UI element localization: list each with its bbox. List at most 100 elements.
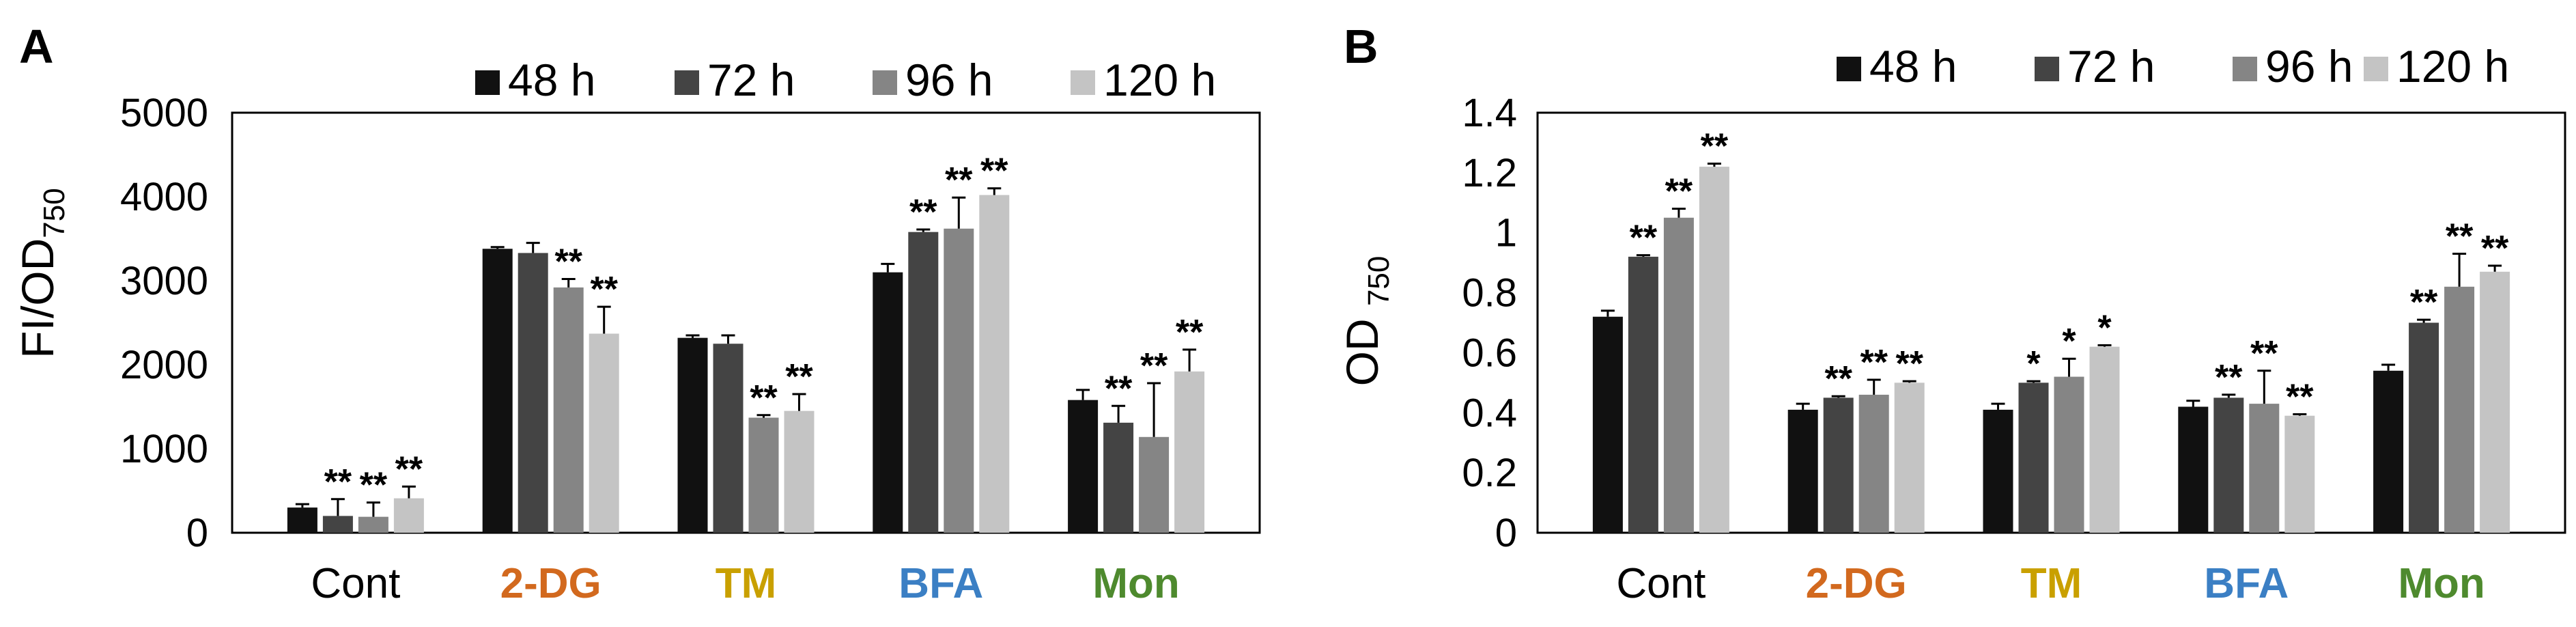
y-tick-label: 1 bbox=[1495, 211, 1517, 255]
bar bbox=[1894, 382, 1925, 533]
bar bbox=[2249, 404, 2280, 533]
bar bbox=[2373, 370, 2404, 533]
significance-marker: ** bbox=[395, 449, 423, 489]
bar bbox=[322, 516, 353, 533]
x-tick-label: BFA bbox=[898, 560, 983, 607]
significance-marker: ** bbox=[1140, 346, 1168, 386]
legend-label-b-72h: 72 h bbox=[2067, 41, 2155, 92]
bar bbox=[1068, 400, 1099, 533]
bar bbox=[393, 498, 424, 533]
legend-label-a-72h: 72 h bbox=[707, 55, 795, 105]
x-tick-label: 2-DG bbox=[1806, 560, 1907, 607]
bar bbox=[358, 516, 388, 533]
legend-swatch-b-48h bbox=[1837, 57, 1861, 81]
bar bbox=[908, 232, 939, 533]
plot-area-b bbox=[1536, 111, 2566, 534]
significance-marker: ** bbox=[2410, 283, 2438, 322]
y-tick-label: 0 bbox=[186, 511, 208, 555]
significance-marker: ** bbox=[2215, 358, 2243, 398]
legend-swatch-b-120h bbox=[2364, 57, 2388, 81]
bar bbox=[1699, 167, 1729, 533]
x-tick-label: BFA bbox=[2204, 560, 2289, 607]
y-axis-label-main-a: FI/OD bbox=[12, 238, 63, 359]
bar bbox=[518, 253, 548, 533]
legend-b: 48 h 72 h 96 h 120 h bbox=[1837, 41, 2509, 92]
y-tick-label: 0.4 bbox=[1462, 391, 1517, 435]
significance-marker: ** bbox=[1176, 313, 1204, 352]
significance-marker: ** bbox=[2481, 229, 2509, 268]
legend-swatch-b-96h bbox=[2233, 57, 2257, 81]
y-axis-label-b: OD 750 bbox=[1337, 256, 1396, 387]
legend-swatch-a-96h bbox=[873, 70, 897, 95]
legend-label-b-120h: 120 h bbox=[2396, 41, 2509, 92]
y-axis-label-main-b: OD bbox=[1337, 306, 1387, 386]
legend-swatch-a-48h bbox=[475, 70, 500, 95]
bar bbox=[2054, 376, 2084, 533]
y-tick-labels-b: 0 0.2 0.4 0.6 0.8 1 1.2 1.4 bbox=[1462, 91, 1517, 555]
y-tick-label: 1.2 bbox=[1462, 151, 1517, 195]
legend-label-b-96h: 96 h bbox=[2265, 41, 2353, 92]
x-tick-label: TM bbox=[716, 560, 777, 607]
x-tick-label: 2-DG bbox=[500, 560, 601, 607]
legend-label-a-48h: 48 h bbox=[508, 55, 595, 105]
panel-label-b: B bbox=[1344, 20, 1378, 73]
significance-marker: ** bbox=[750, 378, 778, 418]
significance-marker: ** bbox=[1860, 343, 1888, 382]
legend-label-b-48h: 48 h bbox=[1869, 41, 1957, 92]
y-tick-label: 0.6 bbox=[1462, 331, 1517, 375]
legend-swatch-b-72h bbox=[2035, 57, 2059, 81]
bar bbox=[287, 507, 317, 533]
x-tick-labels-b: Cont 2-DG TM BFA Mon bbox=[1616, 560, 2485, 607]
plot-area-a bbox=[231, 111, 1261, 534]
bar bbox=[589, 333, 619, 533]
chart-panel-b: B OD 750 00.20.40.60.811.21.4 ******** **… bbox=[1337, 20, 2566, 607]
bar bbox=[2444, 286, 2475, 533]
y-tick-label: 0 bbox=[1495, 511, 1517, 555]
y-tick-label: 0.2 bbox=[1462, 451, 1517, 495]
bar bbox=[2089, 346, 2120, 533]
bar bbox=[979, 195, 1010, 533]
panel-label-a: A bbox=[19, 20, 54, 73]
bar bbox=[2018, 382, 2049, 533]
significance-marker: ** bbox=[2250, 334, 2278, 374]
bar bbox=[553, 287, 584, 533]
significance-marker: ** bbox=[980, 152, 1008, 191]
bar bbox=[1139, 436, 1170, 533]
significance-marker: ** bbox=[324, 462, 352, 502]
legend-swatch-a-72h bbox=[675, 70, 699, 95]
significance-marker: ** bbox=[1630, 219, 1658, 258]
bar bbox=[2213, 398, 2244, 533]
significance-marker: ** bbox=[590, 270, 618, 309]
significance-marker: * bbox=[2062, 322, 2076, 361]
bar bbox=[1174, 371, 1205, 533]
significance-marker: * bbox=[2097, 308, 2112, 348]
bar bbox=[2178, 406, 2209, 533]
bar bbox=[1858, 394, 1889, 533]
bar bbox=[2409, 322, 2439, 533]
y-tick-label: 1000 bbox=[120, 427, 208, 471]
bar bbox=[1628, 256, 1658, 533]
significance-marker: ** bbox=[2286, 377, 2314, 417]
bar bbox=[1663, 217, 1694, 533]
significance-marker: ** bbox=[945, 161, 973, 200]
y-axis-label-sub-b: 750 bbox=[1362, 256, 1396, 306]
y-tick-label: 3000 bbox=[120, 259, 208, 303]
bar bbox=[1787, 409, 1818, 533]
bar bbox=[1983, 409, 2013, 533]
bars-a: ** ** ************** ******** bbox=[287, 152, 1205, 533]
significance-marker: ** bbox=[554, 242, 582, 282]
legend-a: 48 h 72 h 96 h 120 h bbox=[475, 55, 1216, 105]
y-tick-label: 4000 bbox=[120, 175, 208, 219]
bar bbox=[2284, 415, 2315, 533]
y-tick-label: 2000 bbox=[120, 343, 208, 387]
legend-label-a-96h: 96 h bbox=[905, 55, 993, 105]
x-tick-label: Mon bbox=[1092, 560, 1179, 607]
bar bbox=[2480, 271, 2510, 533]
x-tick-labels-a: Cont 2-DG TM BFA Mon bbox=[311, 560, 1179, 607]
significance-marker: ** bbox=[1701, 127, 1729, 167]
bar bbox=[944, 228, 974, 533]
bar bbox=[784, 410, 815, 533]
significance-marker: ** bbox=[785, 357, 813, 397]
